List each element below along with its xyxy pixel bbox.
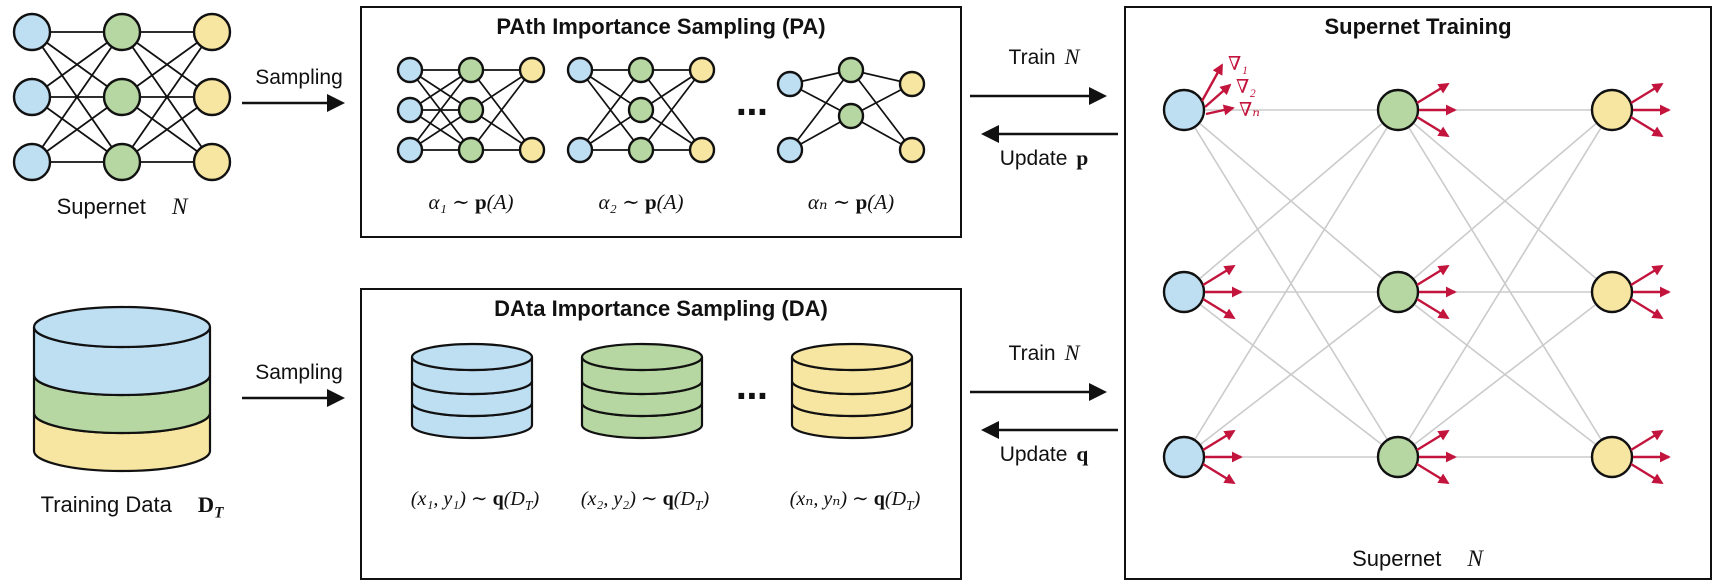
supernet-training-box: Supernet Training [1124,6,1712,580]
sampling-arrow [242,388,346,408]
sampling-label: Sampling [255,66,343,89]
gradient-label-1: ∇₁ [1228,54,1248,75]
supernet-symbol: N [1064,340,1080,365]
supernet-symbol: N [171,194,188,220]
node-blue [12,77,52,117]
supernet-network-diagram [12,12,232,182]
node-yellow [1590,88,1634,132]
supernet-label-text: Supernet [1352,546,1442,571]
node-green [102,142,142,182]
data-batch-cylinder-blue [410,342,534,440]
node-blue [1162,270,1206,314]
pa-formula-n: αₙ ∼ p(A) [807,190,895,214]
node-yellow [1590,270,1634,314]
node-yellow [192,77,232,117]
node-green [1376,270,1420,314]
da-sampling-box: DAta Importance Sampling (DA) ⋯ (x₁, y₁)… [360,288,962,580]
supernet-label: Supernet N [10,194,234,221]
update-arrow [980,124,1118,144]
pa-formula-2: α₂ ∼ p(A) [598,190,684,214]
node-green [1376,435,1420,479]
gradient-fan [1417,84,1455,136]
data-batch-cylinder-green [580,342,704,440]
node-yellow [192,142,232,182]
supernet-edges [31,31,213,163]
gradient-fan [1631,266,1669,318]
da-formula-1: (x₁, y₁) ∼ q(DT) [410,488,540,513]
da-formula-n: (xₙ, yₙ) ∼ q(DT) [789,488,921,513]
training-data-symbol: DT [197,492,224,522]
supernet-training-title: Supernet Training [1324,14,1512,39]
node-green [1376,88,1420,132]
training-data-label-text: Training Data [40,492,172,517]
training-data-label: Training Data DT [4,492,260,522]
sampling-flow-bottom: Sampling [240,361,358,414]
subnet-edges [579,69,703,151]
pa-box-title: PAth Importance Sampling (PA) [496,14,826,39]
ellipsis-dots: ⋯ [736,93,768,131]
update-arrow [980,420,1118,440]
gradient-label-2: ∇₂ [1236,77,1256,98]
supernet-training-diagram: ∇₁ ∇₂ ∇ₙ [1162,54,1709,546]
sampled-subnet-1 [396,56,546,164]
supernet-edges-gray [1183,109,1613,458]
training-data-cylinder [32,305,212,473]
gradient-fan [1631,431,1669,483]
sampled-subnet-2 [566,56,716,164]
train-label: Train N [1008,44,1080,69]
sampling-label: Sampling [255,361,343,384]
subnet-edges [409,69,533,151]
update-label: Update q [999,442,1089,466]
sampled-subnet-n [776,56,926,164]
supernet-training-footer-label: Supernet N [1126,546,1709,573]
sampling-arrow [242,93,346,113]
train-update-flow-top: Train N Update p [966,44,1122,176]
train-arrow [970,86,1108,106]
node-blue [12,12,52,52]
node-blue [12,142,52,182]
p-symbol: p [1076,146,1089,170]
da-formula-2: (x₂, y₂) ∼ q(DT) [580,488,710,513]
q-symbol: q [1076,442,1089,466]
node-green [102,77,142,117]
train-update-flow-bottom: Train N Update q [966,340,1122,472]
supernet-nodes [12,12,232,182]
node-green [102,12,142,52]
train-arrow [970,382,1108,402]
subnet-nodes [566,56,716,164]
supernet-label-text: Supernet [56,194,146,219]
node-yellow [192,12,232,52]
gradient-fan [1631,84,1669,136]
supernet-symbol: N [1064,44,1080,69]
train-label: Train N [1008,340,1080,365]
cylinder-top [32,305,212,349]
supernet-nodes [1162,88,1634,479]
da-box-title: DAta Importance Sampling (DA) [494,296,828,321]
supernet-symbol: N [1467,546,1483,572]
ellipsis-dots: ⋯ [736,377,768,415]
node-blue [1162,435,1206,479]
update-label: Update p [999,146,1089,170]
subnet-edges [789,69,913,151]
pa-formula-1: α₁ ∼ p(A) [428,190,514,214]
node-blue [1162,88,1206,132]
node-yellow [1590,435,1634,479]
sampling-flow-top: Sampling [240,66,358,119]
gradient-label-n: ∇ₙ [1239,100,1260,121]
data-batch-cylinder-yellow [790,342,914,440]
gradient-arrow-fans: ∇₁ ∇₂ ∇ₙ [1200,54,1669,483]
subnet-nodes [776,56,926,164]
subnet-nodes [396,56,546,164]
pa-sampling-box: PAth Importance Sampling (PA) ⋯ [360,6,962,238]
